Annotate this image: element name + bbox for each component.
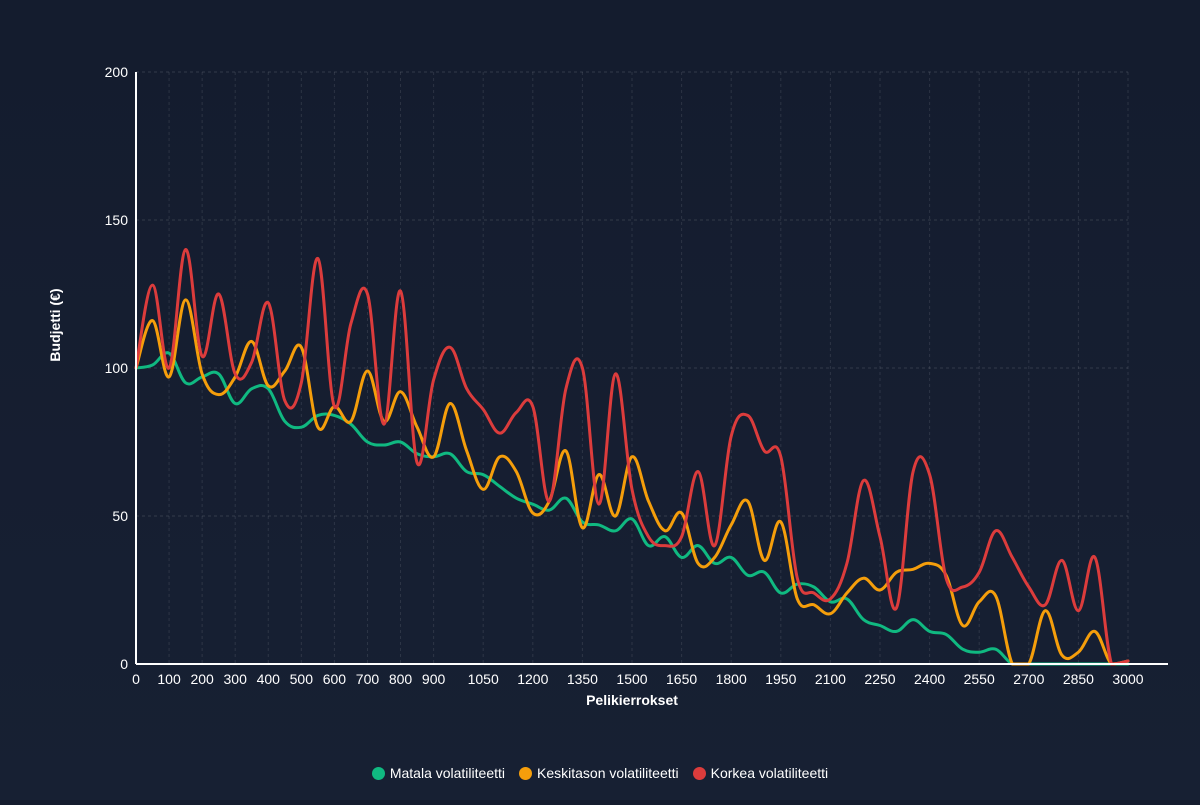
x-tick-label: 1200 xyxy=(517,671,548,687)
x-tick-label: 100 xyxy=(157,671,181,687)
axes xyxy=(135,72,1168,665)
series-line-medium-volatility xyxy=(134,298,1130,666)
x-tick-label: 0 xyxy=(132,671,140,687)
legend-dot-high xyxy=(692,766,706,780)
x-tick-label: 2550 xyxy=(964,671,995,687)
legend-dot-medium xyxy=(519,766,532,780)
legend-item-medium[interactable]: Keskitason volatiliteetti xyxy=(519,765,679,781)
x-tick-label: 1950 xyxy=(765,671,796,687)
x-tick-label: 2100 xyxy=(815,671,846,687)
y-tick-label: 150 xyxy=(105,212,129,228)
legend-item-high[interactable]: Korkea volatiliteetti xyxy=(692,765,829,781)
series-lines xyxy=(134,248,1130,666)
y-tick-labels: 0 50 100 150 200 xyxy=(105,64,129,672)
x-tick-label: 1800 xyxy=(716,671,747,687)
legend: Matala volatiliteetti Keskitason volatil… xyxy=(0,765,1200,781)
series-line-low-volatility xyxy=(134,351,1130,666)
x-tick-label: 700 xyxy=(356,671,380,687)
x-tick-label: 900 xyxy=(422,671,446,687)
y-axis-title: Budjetti (€) xyxy=(47,288,63,361)
legend-label-high: Korkea volatiliteetti xyxy=(710,765,829,781)
y-tick-label: 0 xyxy=(120,656,128,672)
x-tick-label: 1650 xyxy=(666,671,697,687)
x-tick-labels: 0 100 200 300 400 500 600 700 800 900 1050 1200 1350… xyxy=(132,671,1144,687)
x-tick-label: 1350 xyxy=(567,671,598,687)
y-tick-label: 100 xyxy=(105,360,129,376)
x-tick-label: 2400 xyxy=(914,671,945,687)
legend-label-medium: Keskitason volatiliteetti xyxy=(537,765,679,781)
y-tick-label: 50 xyxy=(112,508,128,524)
x-tick-label: 300 xyxy=(224,671,248,687)
legend-item-low[interactable]: Matala volatiliteetti xyxy=(371,765,505,781)
grid xyxy=(136,71,1129,664)
x-tick-label: 3000 xyxy=(1112,671,1143,687)
x-tick-label: 200 xyxy=(190,671,214,687)
x-tick-label: 800 xyxy=(389,671,413,687)
x-tick-label: 2700 xyxy=(1013,671,1044,687)
x-tick-label: 2250 xyxy=(864,671,895,687)
y-tick-label: 200 xyxy=(105,64,129,80)
series-line-high-volatility xyxy=(134,248,1130,666)
x-tick-label: 600 xyxy=(323,671,347,687)
legend-label-low: Matala volatiliteetti xyxy=(389,765,505,781)
x-tick-label: 1500 xyxy=(616,671,647,687)
x-tick-label: 1050 xyxy=(468,671,499,687)
x-tick-label: 400 xyxy=(257,671,281,687)
x-tick-label: 500 xyxy=(290,671,314,687)
x-axis-title: Pelikierrokset xyxy=(586,692,678,708)
legend-dot-low xyxy=(371,766,385,780)
x-tick-label: 2850 xyxy=(1063,671,1094,687)
